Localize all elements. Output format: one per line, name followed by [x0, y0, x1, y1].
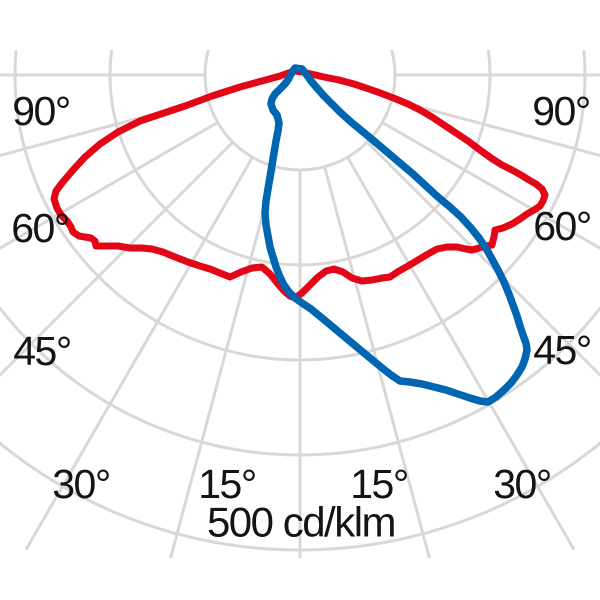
grid-spoke-75deg — [391, 98, 600, 157]
grid-spoke-15deg — [323, 166, 431, 558]
gamma-label-90deg-right: 90° — [532, 88, 590, 134]
grid-spoke-30deg — [346, 156, 576, 551]
gamma-label-90deg-left: 90° — [12, 88, 70, 134]
grid-spoke--45deg — [0, 141, 234, 378]
gamma-label-45deg-left: 45° — [13, 328, 71, 374]
gamma-label-45deg-right: 45° — [533, 327, 591, 373]
grid-spoke--15deg — [169, 166, 277, 558]
radial-scale-label: 500 cd/klm — [207, 499, 395, 546]
blue-intensity-curve — [261, 64, 531, 406]
gamma-label-30deg-left: 30° — [52, 461, 110, 507]
gamma-label-15deg-left: 15° — [198, 461, 256, 507]
gamma-label-15deg-right: 15° — [350, 461, 408, 507]
grid-spoke-45deg — [366, 141, 600, 378]
gamma-label-60deg-right: 60° — [533, 203, 591, 249]
grid-spoke--60deg — [0, 121, 219, 250]
grid-spoke--30deg — [24, 156, 254, 551]
grid-spoke--75deg — [0, 98, 209, 157]
gamma-label-60deg-left: 60° — [11, 205, 69, 251]
gamma-label-30deg-right: 30° — [493, 461, 551, 507]
red-intensity-curve — [50, 67, 549, 302]
grid-spoke-60deg — [381, 121, 600, 250]
